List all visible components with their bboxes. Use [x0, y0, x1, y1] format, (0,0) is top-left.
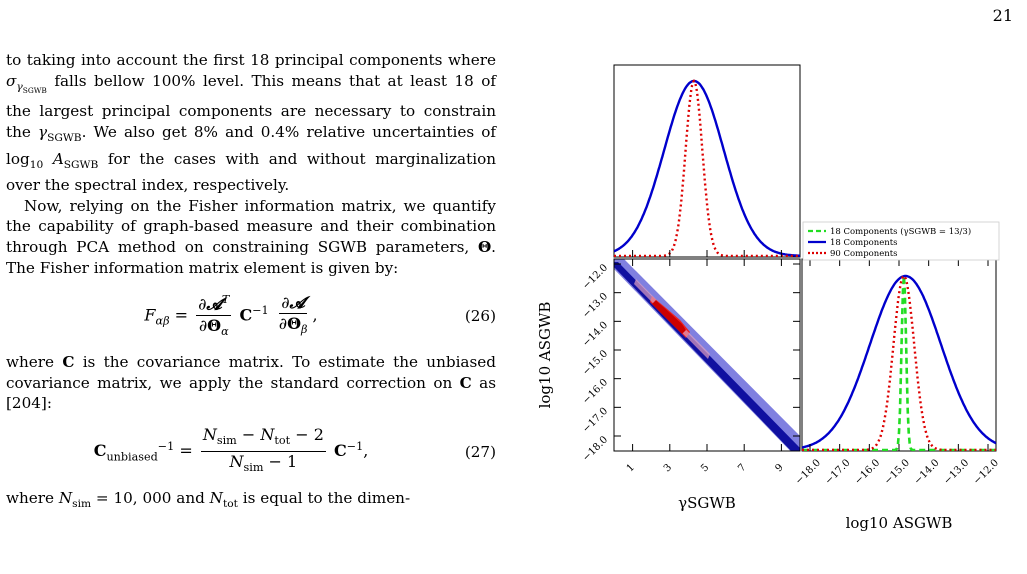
logA-x-tick-label: −15.0 [883, 458, 912, 487]
gamma-tick-label: 5 [699, 462, 711, 474]
logA-y-tick-label: −17.0 [581, 406, 610, 435]
x-axis-label-logA: log10 ASGWB [846, 514, 953, 532]
legend-label-90: 90 Components [830, 249, 898, 259]
gamma-tick-label: 3 [662, 462, 674, 474]
y-axis-label: log10 ASGWB [536, 302, 554, 409]
equation-26: Fαβ = ∂𝓐T ∂Θα C−1 ∂𝓐 ∂Θβ, (26) [6, 293, 496, 338]
gamma-marginal-frame [613, 64, 801, 258]
logA-x-tick-label: −13.0 [942, 458, 971, 487]
paragraph-4: where Nsim = 10, 000 and Ntot is equal t… [6, 488, 411, 510]
paragraph-3: where C is the covariance matrix. To est… [6, 353, 497, 413]
logA-x-tick-label: −18.0 [794, 458, 823, 487]
logA-x-tick-label: −12.0 [972, 458, 1001, 487]
logA-x-tick-label: −14.0 [912, 458, 941, 487]
logA-y-tick-label: −16.0 [581, 377, 610, 406]
body-text-column: to taking into account the first 18 prin… [6, 50, 496, 515]
gamma-tick-label: 7 [736, 462, 748, 474]
gamma-tick-label: 1 [625, 462, 637, 474]
logA-y-tick-label: −14.0 [581, 320, 610, 349]
gamma-tick-label: 9 [773, 462, 785, 474]
gamma-curve-0 [614, 79, 800, 257]
logA-y-tick-label: −12.0 [581, 262, 610, 291]
paragraph-1: to taking into account the first 18 prin… [6, 51, 497, 195]
equation-27-number: (27) [464, 442, 496, 461]
logA-y-tick-label: −15.0 [581, 348, 610, 377]
legend-label-18: 18 Components [830, 238, 898, 248]
contour-red-core [652, 300, 686, 334]
logA-x-tick-label: −16.0 [853, 458, 882, 487]
logA-y-tick-label: −13.0 [581, 291, 610, 320]
logA-y-tick-label: −18.0 [581, 434, 610, 463]
page-number: 21 [992, 6, 1013, 25]
equation-27: Cunbiased−1 = Nsim − Ntot − 2 Nsim − 1 C−… [93, 425, 496, 475]
legend: 18 Components (γSGWB = 13/3) 18 Componen… [802, 221, 1000, 261]
logA-curve-1 [802, 274, 996, 449]
equation-26-number: (26) [464, 306, 496, 325]
logA-curve-0 [802, 275, 996, 451]
legend-label-fixed: 18 Components (γSGWB = 13/3) [830, 226, 971, 237]
gamma-curve-1 [614, 79, 800, 257]
x-axis-label-gamma: γSGWB [678, 494, 736, 512]
paragraph-2: Now, relying on the Fisher information m… [6, 196, 496, 277]
logA-x-tick-label: −17.0 [823, 458, 852, 487]
